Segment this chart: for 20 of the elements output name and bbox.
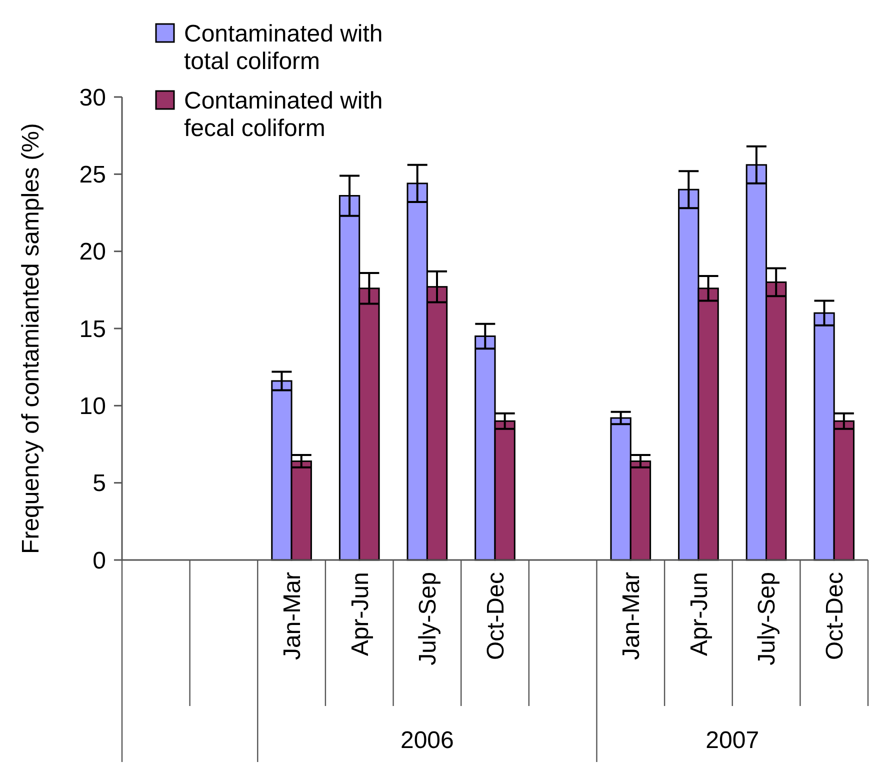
x-tick-label: July-Sep: [414, 572, 442, 666]
y-tick-label: 10: [79, 393, 106, 420]
y-tick-label: 15: [79, 316, 106, 343]
x-tick-label: Oct-Dec: [821, 572, 848, 660]
x-tick-label: Oct-Dec: [482, 572, 510, 660]
y-tick-label: 20: [79, 238, 106, 266]
text: 2006: [400, 727, 454, 754]
legend-label: Contaminated with total coliform: [184, 20, 383, 75]
x-tick-label: Apr-Jun: [686, 572, 713, 656]
x-tick-label: Apr-Jun: [346, 572, 374, 656]
y-axis-title: Frequency of contamianted samples (%): [17, 123, 44, 554]
y-tick-label: 30: [79, 84, 106, 112]
x-tick-label: July-Sep: [754, 572, 781, 666]
y-tick-label: 25: [79, 162, 106, 189]
legend-label: Contaminated with fecal coliform: [184, 87, 383, 142]
x-tick-label: Jan-Mar: [278, 572, 306, 660]
text: 2007: [706, 727, 760, 754]
y-tick-label: 0: [92, 547, 106, 574]
y-tick-label: 5: [92, 470, 106, 498]
x-tick-label: Jan-Mar: [618, 572, 646, 660]
